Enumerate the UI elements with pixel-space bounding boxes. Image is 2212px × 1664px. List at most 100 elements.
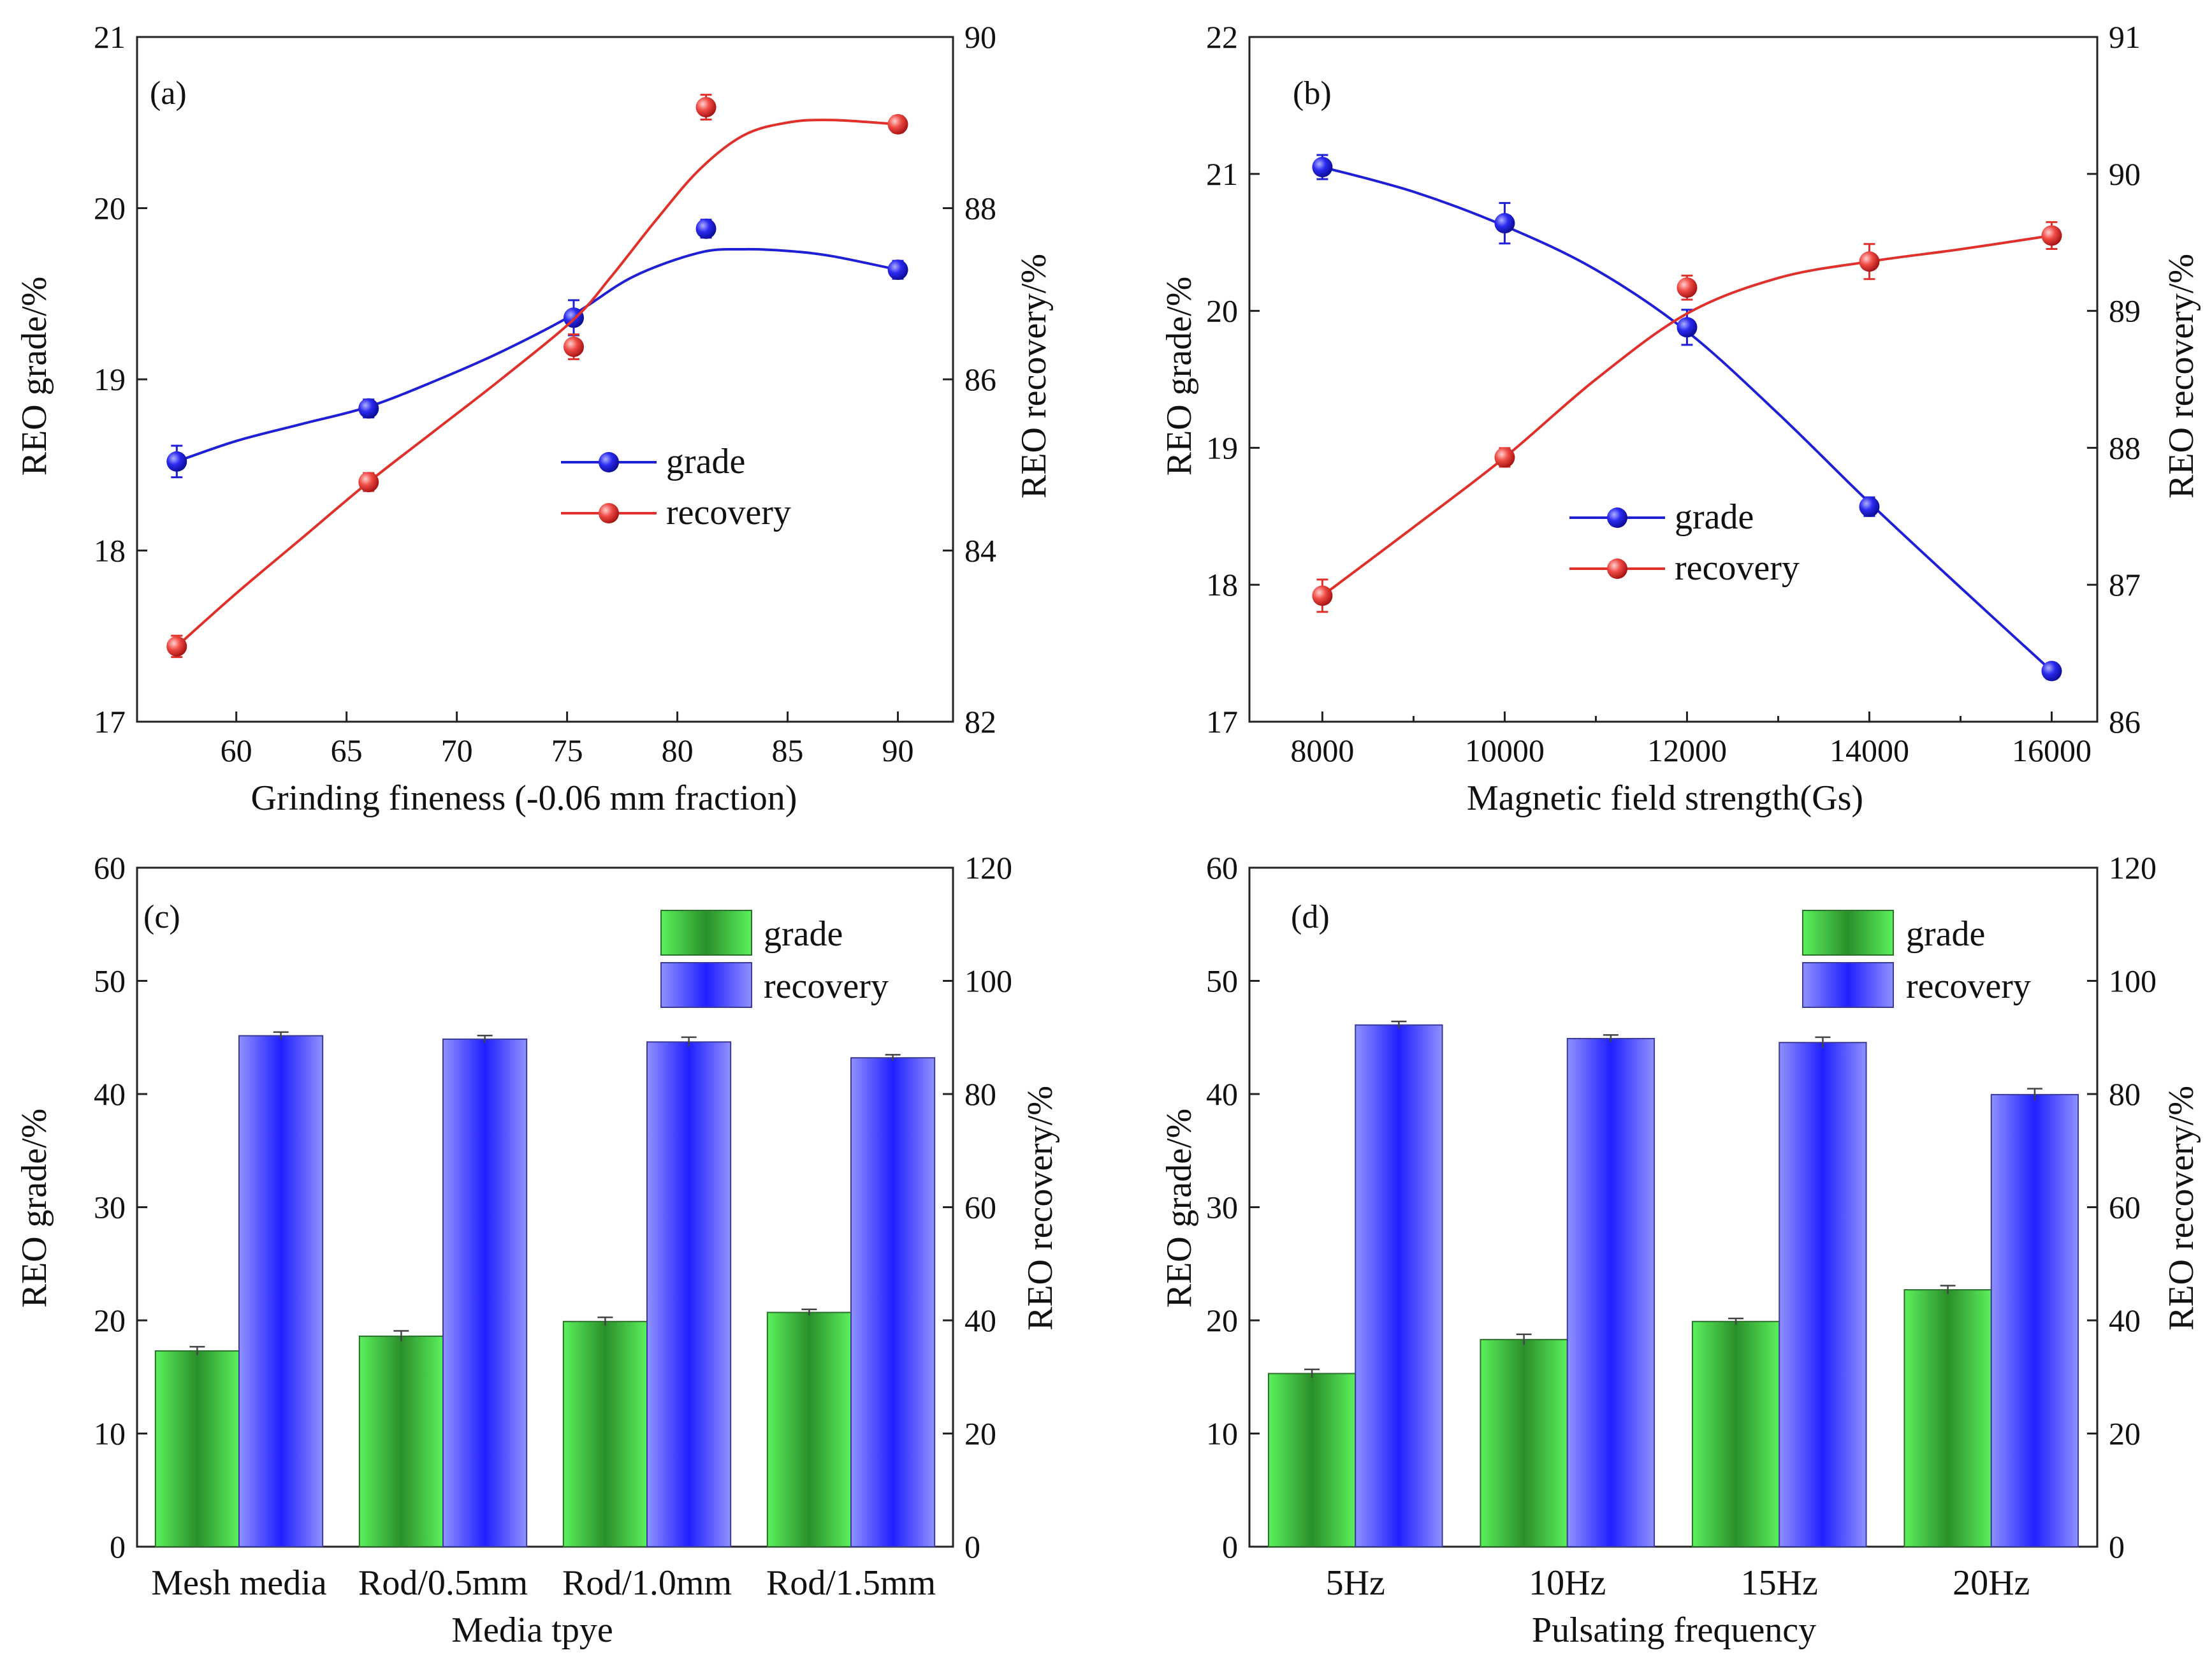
panel-c-ytick-right-label-3: 60 <box>964 1190 996 1225</box>
panel-d-ytick-left-label-0: 0 <box>1222 1529 1238 1565</box>
panel-a-ylabel-left: REO grade/% <box>15 277 54 476</box>
panel-b-ytick-right-label-0: 86 <box>2109 704 2141 740</box>
panel-d-axes: 0 10 20 30 40 50 60 0 20 40 60 80 100 120 5Hz 10Hz 15Hz 2… <box>1206 850 2157 1603</box>
panel-d-grade-bar-0 <box>1267 1373 1357 1548</box>
panel-c-ytick-left-label-1: 10 <box>94 1416 126 1452</box>
panel-a-ylabel-right: REO recovery/% <box>1014 254 1054 499</box>
panel-b-grade-fit-line <box>1321 166 2053 672</box>
panel-c-grade-bar-3 <box>766 1311 852 1547</box>
panel-b-ytick-left-label-1: 18 <box>1206 567 1238 602</box>
panel-a-grade-point-3 <box>695 218 717 239</box>
panel-d-xlabel: Pulsating frequency <box>1532 1610 1816 1650</box>
panel-a-ytick-left-label-0: 17 <box>94 704 126 740</box>
panel-a-xtick-label-0: 60 <box>221 733 252 768</box>
panel-c-category-label-2: Rod/1.0mm <box>562 1563 732 1603</box>
panel-a-legend: grade recovery <box>561 442 791 532</box>
panel-b-ytick-right-label-2: 88 <box>2109 430 2141 465</box>
panel-c-grade-bar-1 <box>358 1335 444 1548</box>
panel-a-frame <box>136 36 954 723</box>
panel-b-grade-point-3 <box>1859 496 1880 517</box>
panel-d-recovery-bar-0 <box>1355 1024 1443 1547</box>
panel-b-ytick-left-label-3: 20 <box>1206 293 1238 329</box>
panel-d-ytick-right-label-2: 40 <box>2109 1303 2141 1338</box>
panel-d: 0 10 20 30 40 50 60 0 20 40 60 80 100 120 5Hz 10Hz 15Hz 2… <box>1160 850 2201 1650</box>
panel-b-ytick-right-label-5: 91 <box>2109 19 2141 55</box>
panel-a-ytick-right-label-2: 86 <box>964 361 996 397</box>
panel-d-recovery-bar-1 <box>1566 1038 1655 1547</box>
panel-c-ylabel-left: REO grade/% <box>15 1109 54 1308</box>
panel-c-ytick-left-label-6: 60 <box>94 850 126 886</box>
panel-d-label: (d) <box>1291 899 1330 935</box>
panel-c-legend-recovery-swatch <box>660 962 752 1008</box>
panel-b-label: (b) <box>1293 75 1332 112</box>
panel-d-legend-recovery-label: recovery <box>1906 967 2031 1006</box>
panel-d-ytick-left-label-6: 60 <box>1206 850 1238 886</box>
panel-d-ytick-right-label-0: 0 <box>2109 1529 2125 1565</box>
panel-c-category-label-0: Mesh media <box>151 1563 326 1603</box>
panel-b-grade-point-1 <box>1494 213 1515 234</box>
panel-a-xtick-label-4: 80 <box>662 733 694 768</box>
panel-d-legend: grade recovery <box>1802 910 2031 1008</box>
panel-d-category-label-0: 5Hz <box>1326 1563 1385 1603</box>
panel-d-ylabel-left: REO grade/% <box>1160 1109 1199 1308</box>
panel-b-xtick-label-4: 16000 <box>2012 733 2092 768</box>
panel-a-axes: 17 18 19 20 21 82 84 86 88 90 60 65 70 75 80 85 90 <box>94 19 996 768</box>
panel-a-recovery-point-0 <box>166 636 187 657</box>
panel-d-legend-recovery-swatch <box>1802 962 1894 1008</box>
panel-b-axes: 17 18 19 20 21 22 86 87 88 89 90 91 8000 10000 12000 14… <box>1206 19 2141 768</box>
panel-d-legend-grade-swatch <box>1802 910 1894 956</box>
panel-a-recovery-point-3 <box>695 97 717 118</box>
panel-c-ytick-right-label-2: 40 <box>964 1303 996 1338</box>
panel-c-recovery-bar-1 <box>442 1038 528 1547</box>
panel-b: 17 18 19 20 21 22 86 87 88 89 90 91 8000 10000 12000 14… <box>1160 19 2201 818</box>
panel-d-ytick-right-label-4: 80 <box>2109 1076 2141 1112</box>
panel-c-category-label-1: Rod/0.5mm <box>358 1563 528 1603</box>
panel-d-recovery-bar-2 <box>1779 1042 1867 1548</box>
panel-b-ytick-left-label-5: 22 <box>1206 19 1238 55</box>
panel-a-recovery-point-2 <box>563 336 584 357</box>
panel-c-axes: 0 10 20 30 40 50 60 0 20 40 60 80 100 120 Mesh media Ro… <box>94 850 1012 1603</box>
panel-b-xlabel: Magnetic field strength(Gs) <box>1467 778 1863 818</box>
panel-d-legend-grade-label: grade <box>1906 914 1985 954</box>
panel-c-ytick-left-label-5: 50 <box>94 963 126 999</box>
panel-a-xtick-label-1: 65 <box>331 733 363 768</box>
panel-a-ytick-right-label-1: 84 <box>964 533 996 569</box>
panel-a-ytick-right-label-3: 88 <box>964 191 996 226</box>
panel-d-ytick-left-label-4: 40 <box>1206 1076 1238 1112</box>
panel-b-recovery-fit-line <box>1321 234 2052 597</box>
panel-c-recovery-bar-2 <box>646 1041 732 1547</box>
panel-c-ytick-right-label-6: 120 <box>964 850 1012 886</box>
panel-d-ytick-left-label-5: 50 <box>1206 963 1238 999</box>
panel-c-legend-grade-swatch <box>660 910 752 956</box>
panel-b-ytick-left-label-0: 17 <box>1206 704 1238 740</box>
panel-c-ytick-right-label-1: 20 <box>964 1416 996 1452</box>
panel-b-ytick-right-label-3: 89 <box>2109 293 2141 329</box>
panel-a-grade-point-0 <box>166 451 187 472</box>
panel-b-legend-recovery-label: recovery <box>1675 548 1800 588</box>
panel-d-grade-bar-3 <box>1903 1289 1992 1547</box>
panel-c-ytick-left-label-3: 30 <box>94 1190 126 1225</box>
panel-b-ytick-right-label-1: 87 <box>2109 567 2141 602</box>
panel-a-recovery-fit-line <box>175 119 898 648</box>
panel-b-recovery-point-4 <box>2041 225 2062 246</box>
panel-c-legend-grade-label: grade <box>764 914 843 954</box>
panel-c-grade-bar-0 <box>154 1350 240 1548</box>
panel-a-xtick-label-6: 90 <box>882 733 914 768</box>
panel-a-recovery-point-1 <box>358 472 379 493</box>
panel-d-category-label-2: 15Hz <box>1741 1563 1818 1603</box>
panel-d-category-label-1: 10Hz <box>1529 1563 1606 1603</box>
panel-a-ytick-right-label-4: 90 <box>964 19 996 55</box>
panel-c-ytick-left-label-2: 20 <box>94 1303 126 1338</box>
panel-c-legend-recovery-label: recovery <box>764 967 889 1006</box>
panel-b-legend-grade-marker <box>1607 507 1627 528</box>
panel-c-category-label-3: Rod/1.5mm <box>766 1563 936 1603</box>
panel-b-legend-recovery-marker <box>1607 558 1627 579</box>
panel-a-recovery-point-4 <box>887 113 908 135</box>
panel-c: 0 10 20 30 40 50 60 0 20 40 60 80 100 120 Mesh media Ro… <box>15 850 1060 1650</box>
panel-c-grade-bar-2 <box>562 1320 648 1547</box>
panel-b-xtick-label-0: 8000 <box>1290 733 1354 768</box>
panel-a-grade-point-4 <box>887 259 908 281</box>
panel-d-ytick-right-label-3: 60 <box>2109 1190 2141 1225</box>
panel-c-ytick-right-label-0: 0 <box>964 1529 980 1565</box>
panel-b-ylabel-right: REO recovery/% <box>2162 254 2201 499</box>
